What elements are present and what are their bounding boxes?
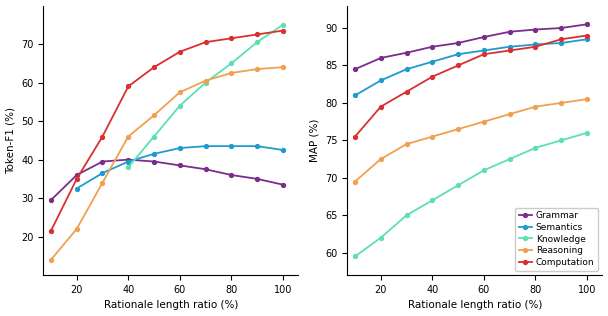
- Y-axis label: MAP (%): MAP (%): [309, 119, 319, 162]
- Y-axis label: Token-F1 (%): Token-F1 (%): [5, 107, 16, 174]
- X-axis label: Rationale length ratio (%): Rationale length ratio (%): [103, 301, 238, 310]
- X-axis label: Rationale length ratio (%): Rationale length ratio (%): [408, 301, 542, 310]
- Legend: Grammar, Semantics, Knowledge, Reasoning, Computation: Grammar, Semantics, Knowledge, Reasoning…: [515, 208, 598, 270]
